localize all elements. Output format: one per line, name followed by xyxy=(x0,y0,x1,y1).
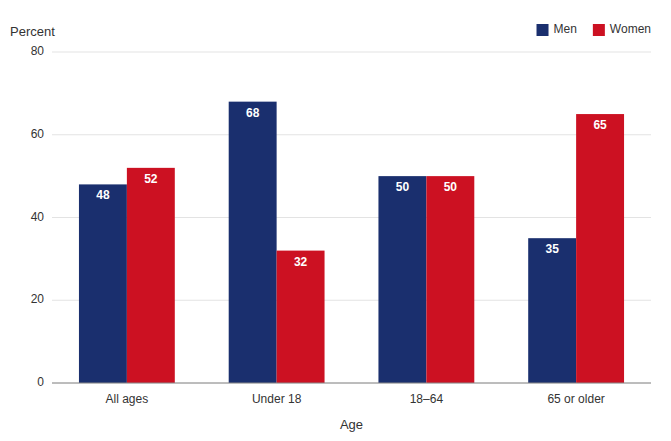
legend-item: Men xyxy=(537,22,577,36)
grid-line xyxy=(52,52,651,53)
x-tick-label: 18–64 xyxy=(410,392,444,406)
y-grid xyxy=(52,52,651,383)
x-axis-label: Age xyxy=(340,417,363,432)
data-label: 48 xyxy=(96,188,110,202)
legend-swatch xyxy=(593,24,605,36)
data-label: 68 xyxy=(246,106,260,120)
y-tick-label: 40 xyxy=(31,210,45,224)
x-axis-line xyxy=(52,383,651,384)
bar xyxy=(277,251,325,383)
chart-svg: 0 20 40 60 80 48 68 50 35 52 32 50 65 All ages Under 1… xyxy=(0,0,671,441)
legend-swatch xyxy=(537,24,549,36)
bar xyxy=(229,102,277,383)
bar xyxy=(79,184,127,383)
legend: Men Women xyxy=(537,22,651,36)
data-label: 52 xyxy=(144,172,158,186)
grid-line xyxy=(52,134,651,135)
y-tick-label: 0 xyxy=(37,375,44,389)
chart-container: 0 20 40 60 80 48 68 50 35 52 32 50 65 All ages Under 1… xyxy=(0,0,671,441)
y-tick-label: 20 xyxy=(31,292,45,306)
data-label: 50 xyxy=(396,180,410,194)
bar xyxy=(426,176,474,383)
x-tick-label: All ages xyxy=(106,392,149,406)
grid-line xyxy=(52,383,651,384)
legend-label: Men xyxy=(554,22,577,36)
bar xyxy=(127,168,175,383)
x-tick-label: Under 18 xyxy=(252,392,302,406)
y-axis-label: Percent xyxy=(10,24,55,39)
y-tick-label: 80 xyxy=(31,44,45,58)
data-label: 50 xyxy=(444,180,458,194)
data-label: 65 xyxy=(593,118,607,132)
x-tick-label: 65 or older xyxy=(547,392,604,406)
bar xyxy=(528,238,576,383)
data-label: 35 xyxy=(545,242,559,256)
bar xyxy=(378,176,426,383)
legend-label: Women xyxy=(610,22,651,36)
data-label: 32 xyxy=(294,255,308,269)
bars xyxy=(79,102,624,383)
bar xyxy=(576,114,624,383)
legend-item: Women xyxy=(593,22,651,36)
y-tick-label: 60 xyxy=(31,127,45,141)
